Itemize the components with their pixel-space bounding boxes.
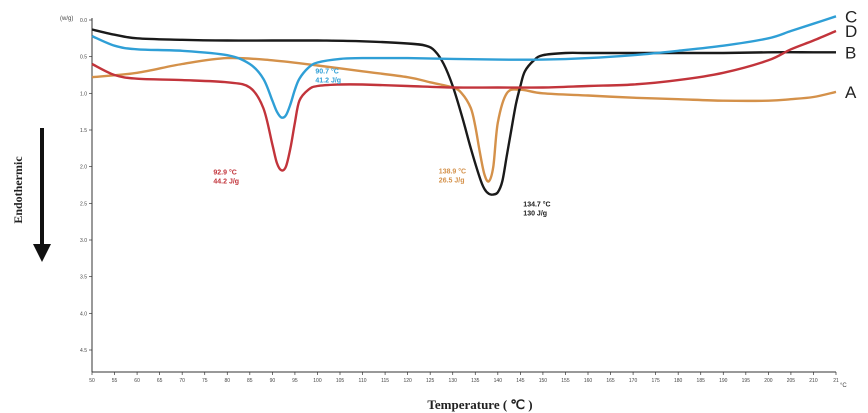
peak-annotation-B: 134.7 °C	[523, 201, 550, 209]
endothermic-arrow	[33, 128, 51, 262]
x-tick-label: 100	[313, 378, 322, 384]
peak-annotation-B: 130 J/g	[523, 211, 547, 218]
y-tick-label: 2.0	[80, 165, 87, 171]
y-ticks: 0.0 0.5 1.0 1.5 2.0 2.5 3.0 3.5 4.0 4.5	[80, 18, 92, 354]
x-ticks: 50 55 60 65 70 75 80 85 90 95 100 105 110 115 120 125 13…	[89, 372, 839, 384]
y-tick-label: 4.0	[80, 311, 87, 317]
series-group	[91, 15, 837, 196]
series-line-B	[91, 28, 836, 196]
y-tick-label: 3.5	[80, 275, 87, 281]
y-axis-title: Endothermic	[11, 156, 25, 224]
x-tick-label: 145	[516, 378, 525, 384]
curve-labels: CDB A	[845, 7, 857, 102]
x-tick-label: 65	[157, 378, 163, 384]
y-tick-label: 3.0	[80, 238, 87, 244]
x-tick-label: 110	[359, 378, 367, 384]
x-tick-label: 55	[112, 378, 118, 384]
x-tick-label: 175	[651, 378, 660, 384]
series-line-C	[91, 15, 837, 119]
y-tick-label: 4.5	[80, 348, 87, 354]
series-line-D	[91, 29, 837, 172]
peak-annotation-C: 41.2 J/g	[315, 78, 341, 85]
x-tick-label: 120	[403, 378, 412, 384]
peak-annotation-D: 92.9 °C	[213, 168, 236, 176]
x-tick-label: 185	[697, 378, 706, 384]
x-tick-label: 140	[494, 378, 503, 384]
series-line-A	[91, 56, 837, 183]
y-tick-label: 2.5	[80, 201, 87, 207]
x-tick-label: 180	[674, 378, 683, 384]
y-tick-label: 1.5	[80, 128, 87, 134]
y-unit-label: (w/g)	[60, 16, 73, 22]
y-tick-label: 1.0	[80, 91, 87, 97]
x-tick-label: 200	[764, 378, 773, 384]
x-tick-label: 105	[336, 378, 345, 384]
x-tick-label: 130	[449, 378, 458, 384]
x-tick-label: 190	[719, 378, 728, 384]
x-tick-label: 95	[292, 378, 298, 384]
peak-annotations: 92.9 °C 44.2 J/g 90.7 °C 41.2 J/g 138.9 °C 26…	[213, 68, 550, 218]
peak-annotation-C: 90.7 °C	[315, 68, 338, 76]
x-tick-label: 160	[584, 378, 593, 384]
peak-annotation-D: 44.2 J/g	[213, 178, 239, 185]
x-tick-label: 90	[270, 378, 276, 384]
x-axis-title: Temperature ( ℃ )	[427, 397, 532, 412]
x-tick-label: 195	[742, 378, 751, 384]
curve-label-B: B	[845, 43, 856, 62]
x-tick-label: 115	[381, 378, 389, 384]
x-tick-label: 210	[809, 378, 818, 384]
x-tick-label: 155	[561, 378, 570, 384]
peak-annotation-A: 138.9 °C	[439, 167, 466, 175]
x-tick-label: 75	[202, 378, 208, 384]
x-tick-label: 135	[471, 378, 480, 384]
curve-label-A: A	[845, 83, 857, 102]
x-tick-label: 165	[606, 378, 615, 384]
x-tick-label: 150	[539, 378, 548, 384]
curve-label-C: C	[845, 7, 857, 26]
x-tick-label: 125	[426, 378, 435, 384]
x-tick-label: 60	[134, 378, 140, 384]
x-tick-label: 21	[833, 378, 839, 384]
curve-label-D: D	[845, 22, 857, 41]
x-tick-label: 70	[179, 378, 185, 384]
y-tick-label: 0.0	[80, 18, 87, 24]
x-tick-label: 50	[89, 378, 95, 384]
x-tick-label: 170	[629, 378, 638, 384]
y-tick-label: 0.5	[80, 55, 87, 61]
x-unit-label: °C	[840, 383, 847, 389]
x-tick-label: 205	[787, 378, 796, 384]
peak-annotation-A: 26.5 J/g	[439, 177, 465, 184]
x-tick-label: 85	[247, 378, 253, 384]
x-tick-label: 80	[224, 378, 230, 384]
